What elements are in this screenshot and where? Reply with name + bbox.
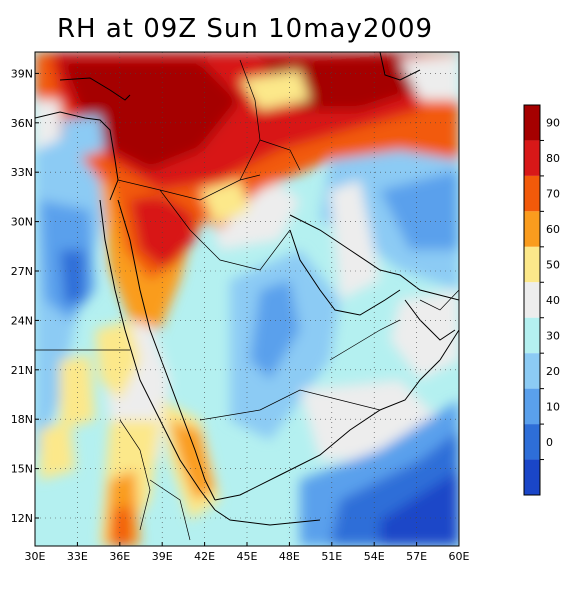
colorbar-frame bbox=[523, 104, 541, 496]
colorbar-label: 80 bbox=[546, 152, 560, 165]
colorbar-swatch bbox=[524, 353, 540, 389]
lat-tick-label: 39N bbox=[11, 67, 33, 80]
colorbar-label: 70 bbox=[546, 188, 560, 201]
lon-tick-label: 39E bbox=[152, 550, 173, 563]
colorbar-label: 10 bbox=[546, 400, 560, 413]
lon-tick-label: 57E bbox=[406, 550, 427, 563]
lat-tick-label: 36N bbox=[11, 117, 33, 130]
colorbar-swatch bbox=[524, 140, 540, 176]
lon-tick-label: 33E bbox=[67, 550, 88, 563]
colorbar-label: 20 bbox=[546, 365, 560, 378]
colorbar-label: 0 bbox=[546, 436, 553, 449]
lon-tick-label: 45E bbox=[237, 550, 258, 563]
colorbar-swatch bbox=[524, 388, 540, 425]
lat-tick-label: 27N bbox=[11, 265, 33, 278]
lon-tick-label: 42E bbox=[194, 550, 215, 563]
lat-tick-label: 33N bbox=[11, 166, 33, 179]
colorbar-label: 50 bbox=[546, 259, 560, 272]
longitude-ticks: 30E 33E 36E 39E 42E 45E 48E 51E 54E 57E 60E bbox=[25, 542, 470, 563]
rh-field bbox=[35, 52, 459, 546]
lon-tick-label: 60E bbox=[449, 550, 470, 563]
lon-tick-label: 48E bbox=[279, 550, 300, 563]
colorbar-label: 90 bbox=[546, 117, 560, 130]
lon-tick-label: 30E bbox=[25, 550, 46, 563]
lat-tick-label: 30N bbox=[11, 216, 33, 229]
lat-tick-label: 15N bbox=[11, 463, 33, 476]
colorbar-swatch bbox=[524, 105, 540, 141]
colorbar-swatch bbox=[524, 317, 540, 354]
lon-tick-label: 36E bbox=[109, 550, 130, 563]
borders bbox=[35, 59, 459, 541]
colorbar-swatch bbox=[524, 175, 540, 212]
lon-tick-label: 54E bbox=[364, 550, 385, 563]
coastlines bbox=[35, 52, 459, 526]
lat-tick-label: 24N bbox=[11, 314, 33, 327]
lon-tick-label: 51E bbox=[321, 550, 342, 563]
lat-tick-label: 18N bbox=[11, 413, 33, 426]
colorbar-swatch bbox=[524, 424, 540, 460]
lat-tick-label: 21N bbox=[11, 364, 33, 377]
colorbar-swatch bbox=[524, 246, 540, 283]
graticule bbox=[35, 52, 459, 546]
lat-tick-label: 12N bbox=[11, 512, 33, 525]
colorbar-swatch bbox=[524, 459, 540, 495]
colorbar: 90 80 70 60 50 40 30 20 10 0 bbox=[523, 104, 560, 496]
colorbar-swatch bbox=[524, 282, 540, 318]
colorbar-label: 40 bbox=[546, 294, 560, 307]
colorbar-label: 30 bbox=[546, 329, 560, 342]
latitude-ticks: 39N 36N 33N 30N 27N 24N 21N 18N 15N 12N bbox=[11, 67, 39, 525]
colorbar-swatch bbox=[524, 211, 540, 247]
map-title: RH at 09Z Sun 10may2009 bbox=[56, 14, 434, 44]
colorbar-label: 60 bbox=[546, 223, 560, 236]
